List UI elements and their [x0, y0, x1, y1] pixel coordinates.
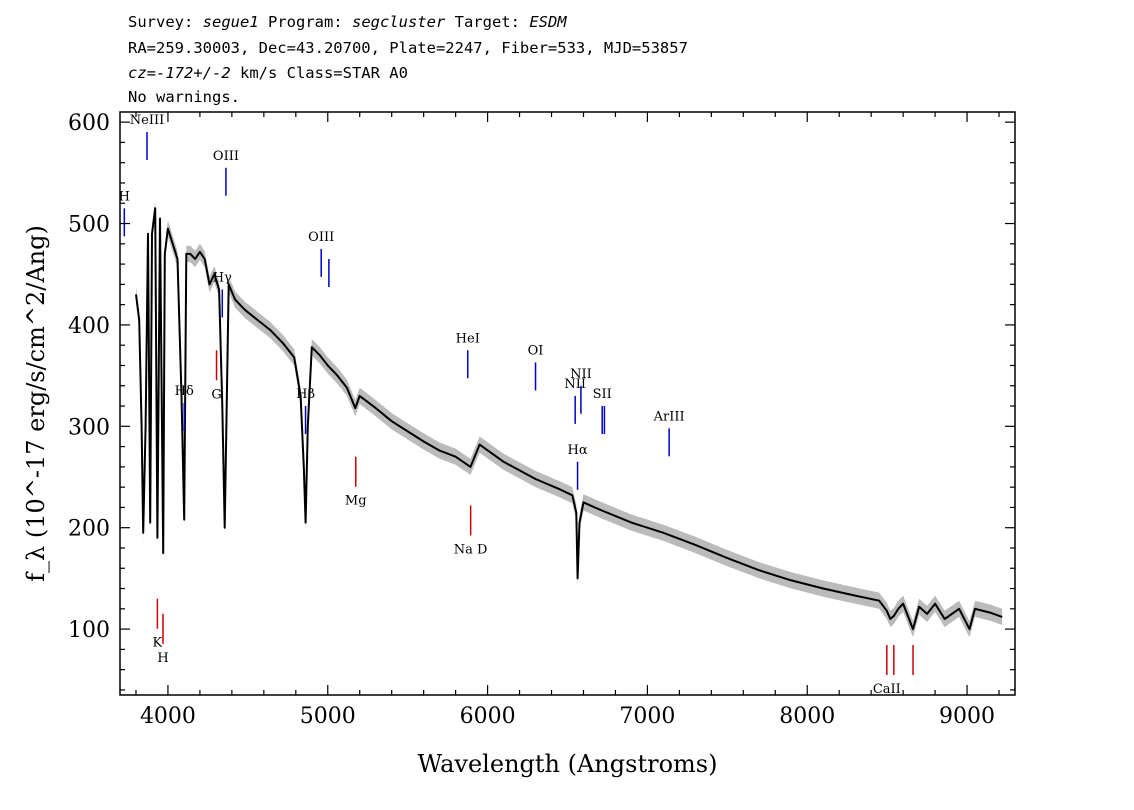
survey-value: segue1	[202, 13, 259, 31]
absorption-line-label: CaII	[873, 682, 901, 697]
emission-line-label: OI	[528, 343, 544, 358]
emission-line-label: SII	[593, 387, 612, 402]
plot-frame	[119, 111, 1016, 696]
emission-line-label: Hα	[568, 443, 588, 458]
x-tick-label: 6000	[460, 704, 516, 729]
y-tick-label: 100	[68, 618, 110, 643]
header-line-4: No warnings.	[128, 88, 240, 106]
target-label: Target:	[445, 13, 530, 31]
y-tick-label: 500	[68, 213, 110, 238]
class-info: km/s Class=STAR A0	[230, 64, 408, 82]
absorption-line-label: Mg	[345, 494, 367, 509]
absorption-line-label: K	[153, 636, 163, 651]
x-tick-label: 8000	[779, 704, 835, 729]
header-line-2: RA=259.30003, Dec=43.20700, Plate=2247, …	[128, 39, 688, 57]
y-tick-label: 400	[68, 314, 110, 339]
absorption-line-label: G	[211, 387, 221, 402]
y-tick-label: 200	[68, 517, 110, 542]
program-label: Program:	[258, 13, 352, 31]
x-tick-label: 5000	[300, 704, 356, 729]
x-tick-label: 7000	[619, 704, 675, 729]
target-value: ESDM	[529, 13, 567, 31]
x-tick-label: 9000	[939, 704, 995, 729]
emission-line-label: OIII	[213, 149, 239, 164]
absorption-line-label: Na D	[454, 542, 488, 557]
error-band	[136, 200, 1003, 638]
plot-area: HNeIIIHδHγOIIIHβOIIIHeIOINIIHαNIISIIArII…	[22, 111, 1016, 778]
emission-line-label: HeI	[456, 331, 480, 346]
survey-label: Survey:	[128, 13, 203, 31]
emission-line-label: OIII	[308, 230, 334, 245]
emission-line-label: H	[119, 189, 130, 204]
flux-line	[135, 207, 1003, 631]
emission-line-label: NII	[570, 367, 592, 382]
emission-line-label: Hγ	[213, 270, 232, 285]
emission-line-label: NeIII	[130, 113, 164, 128]
program-value: segcluster	[351, 13, 446, 31]
emission-line-label: ArIII	[653, 409, 685, 424]
y-axis-title: f_λ (10^-17 erg/s/cm^2/Ang)	[22, 225, 50, 582]
x-tick-label: 4000	[140, 704, 196, 729]
emission-line-label: Hβ	[296, 387, 315, 402]
y-tick-label: 600	[68, 111, 110, 136]
emission-line-label: Hδ	[175, 384, 194, 399]
header-line-3: cz=-172+/-2 km/s Class=STAR A0	[128, 62, 408, 84]
absorption-line-label: H	[157, 651, 168, 666]
header-line-1: Survey: segue1 Program: segcluster Targe…	[128, 11, 567, 33]
y-tick-label: 300	[68, 415, 110, 440]
cz-label: cz=	[128, 64, 156, 82]
cz-value: -172+/-2	[156, 64, 231, 82]
x-axis-title: Wavelength (Angstroms)	[418, 750, 718, 778]
